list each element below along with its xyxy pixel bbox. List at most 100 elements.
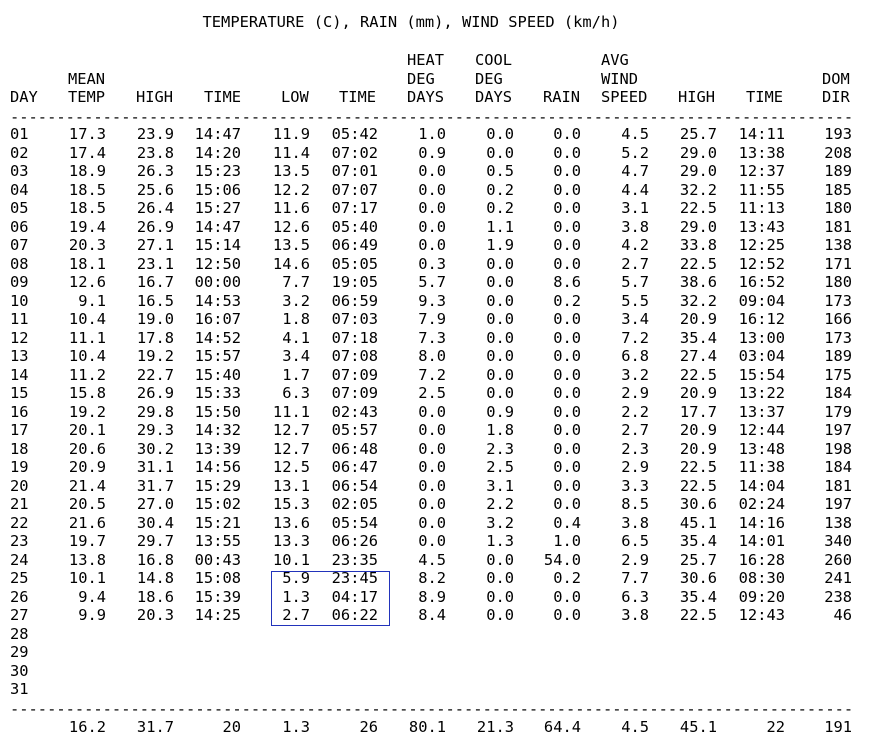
- cell-wind_high: 22.5: [679, 606, 717, 624]
- cell-wind_high: 25.7: [679, 125, 717, 143]
- cell-dom_dir: 181: [824, 476, 852, 495]
- cell-time_low: 06:49: [331, 236, 378, 254]
- cell-time_low: 07:02: [331, 143, 378, 162]
- cell-day: 16: [10, 402, 29, 421]
- table-row: 31: [0, 680, 872, 699]
- column-header-time_high: TIME: [204, 88, 242, 106]
- cell-low: 12.6: [272, 217, 310, 236]
- cell-wind_time: 12:52: [738, 254, 785, 273]
- cell-wind_time: 09:20: [738, 587, 785, 606]
- cell-avg_wind: 4.2: [621, 236, 649, 254]
- cell-cool: 0.0: [486, 310, 514, 328]
- cell-high: 20.3: [136, 606, 174, 624]
- table-row: 12 11.1 17.8 14:52 4.1 07:18 7.3 0.0 0.0 7.2 35.4 1…: [0, 329, 872, 348]
- cell-heat: 0.0: [418, 439, 446, 458]
- table-row: 06 19.4 26.9 14:47 12.6 05:40 0.0 1.1 0.0 3.8 29.0…: [0, 218, 872, 237]
- cell-wind_time: 13:38: [738, 143, 785, 162]
- cell-time_high: 14:20: [194, 143, 241, 162]
- cell-cool: 3.2: [486, 513, 514, 532]
- cell-high: 19.0: [136, 310, 174, 328]
- cell-time_low: 19:05: [331, 273, 378, 291]
- cell-heat: 0.0: [418, 180, 446, 199]
- cell-wind_time: 11:55: [738, 180, 785, 199]
- cell-wind_time: 11:38: [738, 458, 785, 476]
- cell-day: 12: [10, 328, 29, 347]
- cell-heat: 0.0: [418, 476, 446, 495]
- cell-low: 12.2: [272, 180, 310, 199]
- cell-mean: 18.5: [68, 180, 106, 199]
- cell-high: 30.2: [136, 439, 174, 458]
- cell-day: 02: [10, 143, 29, 162]
- cell-avg_wind: 3.2: [621, 365, 649, 384]
- cell-low: 1.3: [282, 587, 310, 606]
- cell-low: 7.7: [282, 273, 310, 291]
- cell-cool: 0.0: [486, 273, 514, 291]
- cell-time_high: 15:23: [194, 162, 241, 180]
- cell-time_low: 07:03: [331, 310, 378, 328]
- cell-wind_time: 12:44: [738, 421, 785, 439]
- cell-wind_time: 22: [766, 718, 785, 736]
- cell-time_low: 06:59: [331, 291, 378, 310]
- column-header-time_low: TIME: [339, 88, 377, 106]
- cell-low: 11.6: [272, 199, 310, 217]
- cell-wind_high: 35.4: [679, 587, 717, 606]
- cell-dom_dir: 179: [824, 402, 852, 421]
- cell-day: 15: [10, 384, 29, 402]
- cell-time_low: 04:17: [331, 587, 378, 606]
- cell-mean: 12.6: [68, 273, 106, 291]
- cell-wind_high: 22.5: [679, 476, 717, 495]
- cell-cool: 1.3: [486, 532, 514, 550]
- cell-mean: 10.4: [68, 310, 106, 328]
- column-header-mean: MEAN: [68, 69, 106, 88]
- cell-time_low: 02:05: [331, 495, 378, 513]
- cell-high: 17.8: [136, 328, 174, 347]
- cell-heat: 0.9: [418, 143, 446, 162]
- cell-dom_dir: 184: [824, 384, 852, 402]
- cell-time_low: 06:47: [331, 458, 378, 476]
- cell-rain: 0.0: [553, 217, 581, 236]
- cell-low: 1.3: [282, 718, 310, 736]
- table-row: 03 18.9 26.3 15:23 13.5 07:01 0.0 0.5 0.0 4.7 29.0…: [0, 162, 872, 181]
- cell-low: 6.3: [282, 384, 310, 402]
- cell-rain: 0.0: [553, 199, 581, 217]
- cell-heat: 80.1: [408, 718, 446, 736]
- cell-dom_dir: 46: [833, 606, 852, 624]
- cell-avg_wind: 6.3: [621, 587, 649, 606]
- cell-time_low: 05:54: [331, 513, 378, 532]
- cell-rain: 0.0: [553, 236, 581, 254]
- cell-high: 14.8: [136, 569, 174, 587]
- cell-dom_dir: 197: [824, 495, 852, 513]
- cell-high: 27.1: [136, 236, 174, 254]
- cell-time_low: 05:40: [331, 217, 378, 236]
- column-header-avg_wind: AVG: [601, 51, 629, 69]
- cell-wind_high: 20.9: [679, 421, 717, 439]
- cell-avg_wind: 2.9: [621, 384, 649, 402]
- cell-low: 13.1: [272, 476, 310, 495]
- cell-rain: 0.2: [553, 291, 581, 310]
- cell-time_high: 15:33: [194, 384, 241, 402]
- cell-high: 25.6: [136, 180, 174, 199]
- cell-cool: 3.1: [486, 476, 514, 495]
- column-header-dom_dir: DIR: [822, 88, 850, 106]
- cell-time_low: 23:45: [331, 569, 378, 587]
- table-row: 05 18.5 26.4 15:27 11.6 07:17 0.0 0.2 0.0 3.1 22.5…: [0, 199, 872, 218]
- cell-rain: 0.2: [553, 569, 581, 587]
- column-header-cool: COOL: [475, 51, 513, 69]
- cell-avg_wind: 7.2: [621, 328, 649, 347]
- cell-low: 13.5: [272, 236, 310, 254]
- cell-low: 5.9: [282, 569, 310, 587]
- cell-day: 06: [10, 217, 29, 236]
- table-row: 11 10.4 19.0 16:07 1.8 07:03 7.9 0.0 0.0 3.4 20.9 1…: [0, 310, 872, 329]
- cell-cool: 0.0: [486, 143, 514, 162]
- cell-avg_wind: 4.7: [621, 162, 649, 180]
- column-header-rain: RAIN: [543, 88, 581, 106]
- cell-wind_high: 45.1: [679, 718, 717, 736]
- cell-wind_time: 16:28: [738, 550, 785, 569]
- cell-cool: 0.0: [486, 550, 514, 569]
- cell-mean: 19.7: [68, 532, 106, 550]
- table-row: 10 9.1 16.5 14:53 3.2 06:59 9.3 0.0 0.2 5.5 32.2 09…: [0, 292, 872, 311]
- cell-avg_wind: 2.9: [621, 458, 649, 476]
- cell-mean: 16.2: [68, 718, 106, 736]
- cell-rain: 0.0: [553, 587, 581, 606]
- column-header-heat: DEG: [407, 69, 435, 88]
